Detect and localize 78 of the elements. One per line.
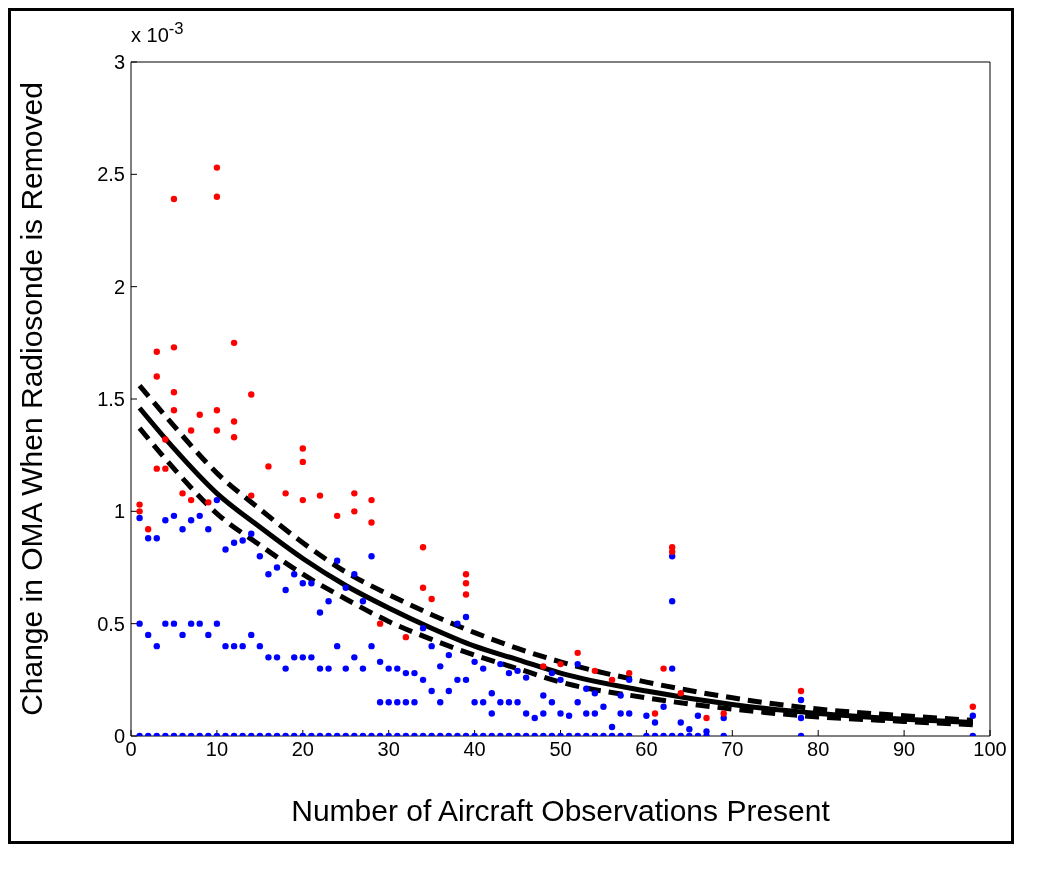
point bbox=[462, 571, 470, 578]
point bbox=[153, 465, 160, 472]
point bbox=[591, 667, 599, 675]
point bbox=[462, 591, 470, 598]
point bbox=[213, 164, 221, 171]
point bbox=[428, 595, 435, 603]
x-tick-label: 100 bbox=[973, 738, 1007, 761]
point bbox=[136, 508, 143, 515]
point bbox=[213, 407, 221, 414]
point bbox=[196, 411, 203, 418]
point bbox=[351, 490, 358, 497]
y-tick-label: 0.5 bbox=[97, 612, 125, 635]
point bbox=[299, 458, 306, 466]
point bbox=[368, 496, 375, 504]
point bbox=[170, 407, 178, 414]
point bbox=[333, 512, 341, 520]
x-tick-label: 40 bbox=[463, 738, 486, 761]
x-tick-label: 30 bbox=[377, 738, 400, 761]
point bbox=[265, 463, 272, 470]
point bbox=[187, 496, 195, 504]
point bbox=[703, 714, 710, 722]
x-tick-label: 50 bbox=[549, 738, 572, 761]
point bbox=[574, 649, 581, 657]
point bbox=[282, 490, 289, 497]
point bbox=[170, 344, 178, 351]
point bbox=[230, 418, 238, 425]
point bbox=[402, 633, 410, 641]
point bbox=[368, 519, 375, 526]
point bbox=[213, 427, 221, 434]
x-tick-label: 70 bbox=[721, 738, 744, 761]
point bbox=[162, 436, 169, 443]
x-tick-label: 20 bbox=[291, 738, 314, 761]
point bbox=[213, 193, 221, 200]
point bbox=[651, 710, 659, 717]
point bbox=[136, 501, 143, 508]
point bbox=[376, 620, 384, 627]
point bbox=[179, 490, 186, 497]
point bbox=[720, 710, 727, 717]
point bbox=[153, 348, 160, 356]
x-axis-title: Number of Aircraft Observations Present bbox=[291, 794, 831, 827]
y-tick-label: 1 bbox=[113, 500, 125, 523]
point bbox=[419, 544, 427, 551]
point bbox=[299, 496, 306, 504]
point bbox=[608, 676, 616, 684]
point bbox=[462, 580, 470, 587]
point bbox=[419, 584, 427, 591]
point bbox=[677, 690, 684, 697]
point bbox=[205, 499, 212, 506]
point bbox=[969, 703, 977, 710]
text: x 10$^{-3}$ bbox=[131, 19, 184, 47]
point bbox=[351, 508, 358, 515]
y-tick-label: 3 bbox=[113, 51, 125, 74]
point bbox=[248, 492, 255, 499]
point bbox=[170, 389, 178, 396]
point bbox=[187, 427, 195, 434]
point bbox=[299, 445, 306, 452]
point bbox=[557, 660, 564, 668]
point bbox=[153, 373, 160, 380]
point bbox=[162, 465, 169, 472]
x-tick-label: 60 bbox=[635, 738, 658, 761]
point bbox=[316, 492, 324, 499]
point bbox=[144, 526, 152, 533]
y-axis-title: Change in OMA When Radiosonde is Removed bbox=[14, 82, 48, 716]
x-tick-label: 80 bbox=[807, 738, 830, 761]
y-tick-label: 2.5 bbox=[97, 163, 125, 186]
x-tick-label: 90 bbox=[892, 738, 916, 761]
point bbox=[230, 433, 238, 441]
point bbox=[797, 687, 805, 695]
point bbox=[540, 663, 547, 670]
point bbox=[668, 548, 676, 555]
point bbox=[230, 339, 238, 347]
point bbox=[248, 391, 255, 398]
point bbox=[626, 669, 633, 677]
y-tick-label: 2 bbox=[113, 275, 125, 298]
x-tick-label: 10 bbox=[205, 738, 229, 761]
point bbox=[170, 195, 178, 203]
point bbox=[660, 665, 667, 672]
y-tick-label: 1.5 bbox=[97, 388, 125, 411]
